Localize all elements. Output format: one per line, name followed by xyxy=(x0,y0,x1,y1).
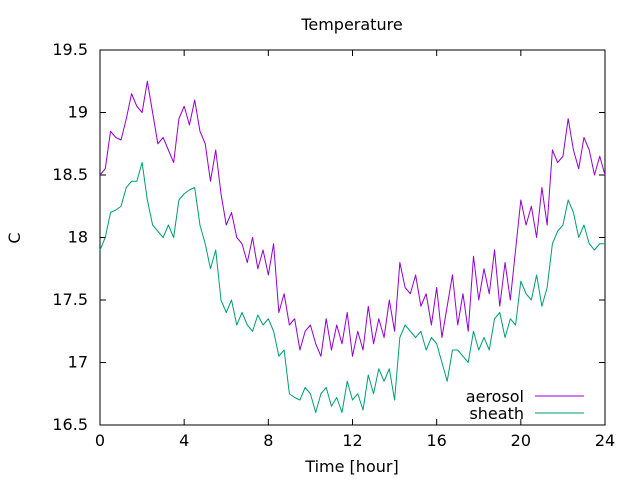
series-line-sheath xyxy=(99,162,605,413)
x-tick-label: 20 xyxy=(511,431,531,450)
x-tick-label: 24 xyxy=(595,431,615,450)
series-lines xyxy=(99,80,606,413)
y-tick-label: 19.5 xyxy=(52,40,88,59)
y-tick-label: 19 xyxy=(68,103,88,122)
x-tick-label: 4 xyxy=(179,431,189,450)
axis-ticks xyxy=(99,49,606,426)
x-axis-label: Time [hour] xyxy=(304,457,398,476)
y-tick-label: 18 xyxy=(68,228,88,247)
plot-border xyxy=(99,49,606,426)
legend-label-aerosol: aerosol xyxy=(466,387,524,406)
legend-label-sheath: sheath xyxy=(469,404,524,423)
y-tick-label: 17.5 xyxy=(52,290,88,309)
y-tick-label: 18.5 xyxy=(52,165,88,184)
y-tick-label: 17 xyxy=(68,353,88,372)
axis-tick-labels: 0 4 8 12 16 20 24 16.5 17 17.5 18 18.5 19 19.5 xyxy=(52,40,615,450)
x-tick-label: 12 xyxy=(342,431,362,450)
series-line-aerosol xyxy=(99,80,606,357)
chart-title: Temperature xyxy=(300,15,402,34)
y-axis-label: C xyxy=(5,232,24,243)
x-tick-label: 8 xyxy=(263,431,273,450)
y-tick-label: 16.5 xyxy=(52,415,88,434)
x-tick-label: 16 xyxy=(426,431,446,450)
plot-frame xyxy=(99,49,606,426)
x-tick-label: 0 xyxy=(95,431,105,450)
